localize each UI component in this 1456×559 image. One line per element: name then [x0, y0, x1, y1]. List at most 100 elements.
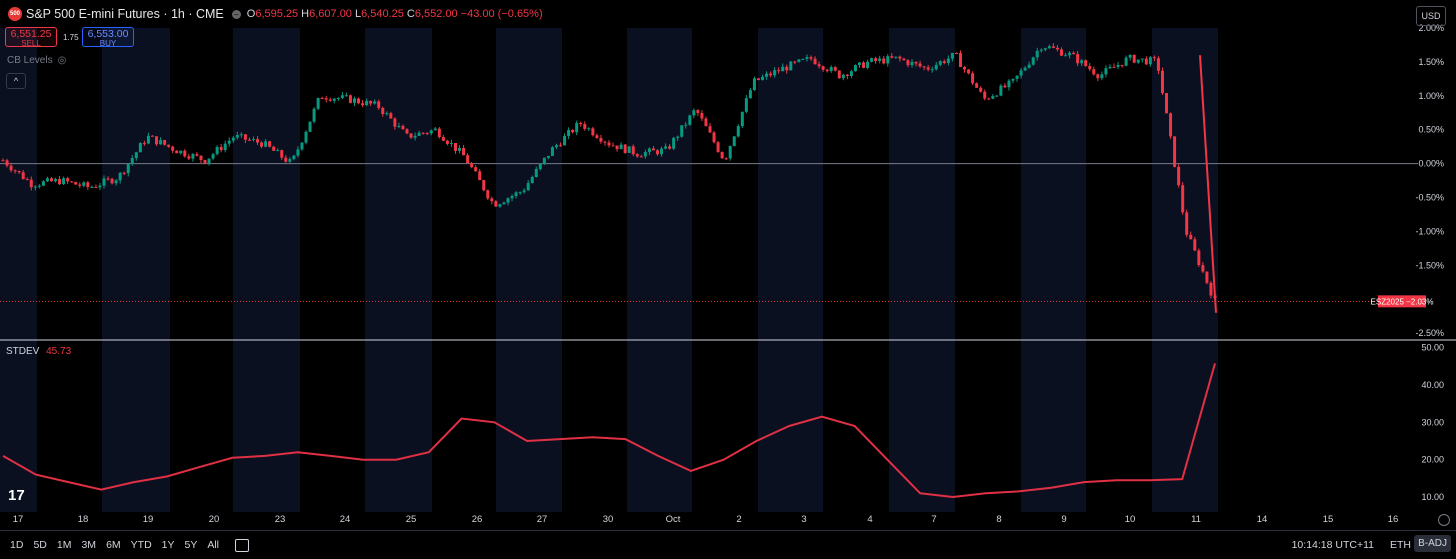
candle-body [365, 100, 369, 106]
back-adjust-toggle[interactable]: B-ADJ [1414, 535, 1451, 552]
candle-body [773, 70, 777, 76]
candle-body [720, 151, 724, 159]
candle-body [385, 113, 389, 115]
sell-price: 6,551.25 [10, 28, 52, 40]
candle-body [680, 125, 684, 137]
symbol-logo[interactable]: 500 [8, 7, 22, 21]
range-1m[interactable]: 1M [56, 539, 72, 551]
range-1d[interactable]: 1D [10, 539, 24, 551]
sell-button[interactable]: 6,551.25 SELL [5, 27, 57, 48]
candle-body [433, 128, 437, 131]
candle-body [571, 130, 575, 133]
candle-body [332, 98, 336, 101]
candle-body [1043, 48, 1047, 50]
candle-body [86, 182, 90, 188]
candle-body [187, 156, 191, 159]
candle-body [829, 67, 833, 72]
candle-body [716, 142, 720, 152]
calendar-icon[interactable] [235, 538, 250, 552]
buy-label: BUY [99, 39, 117, 48]
candle-body [268, 141, 272, 147]
candle-body [13, 170, 17, 172]
time-tick-label: 26 [472, 514, 483, 525]
candle-body [308, 121, 312, 132]
candle-body [752, 78, 756, 91]
candle-body [361, 103, 365, 106]
candle-body [732, 136, 736, 146]
stdev-line [2, 363, 1216, 499]
candle-body [821, 66, 825, 70]
candle-body [251, 139, 255, 141]
range-buttons: 1D 5D 1M 3M 6M YTD 1Y 5Y All [0, 539, 219, 551]
time-tick-label: 2 [736, 514, 741, 525]
candle-body [70, 181, 74, 183]
time-tick-label: 30 [603, 514, 614, 525]
candle-body [429, 130, 433, 134]
range-5y[interactable]: 5Y [184, 539, 198, 551]
candle-body [1132, 54, 1136, 63]
candle-body [357, 98, 361, 104]
session-toggle[interactable]: ETH [1390, 539, 1411, 551]
candle-body [1031, 57, 1035, 65]
candle-body [1055, 47, 1059, 50]
candle-body [175, 150, 179, 154]
range-ytd[interactable]: YTD [130, 539, 152, 551]
time-tick-label: 9 [1061, 514, 1066, 525]
candle-body [518, 192, 522, 194]
settings-gear-icon[interactable] [1438, 514, 1450, 526]
candle-body [62, 178, 66, 185]
candle-body [215, 146, 219, 155]
market-status-icon[interactable]: – [231, 9, 241, 19]
time-tick-label: 3 [801, 514, 806, 525]
candle-body [1124, 57, 1128, 66]
buy-button[interactable]: 6,553.00 BUY [82, 27, 134, 48]
price-tick-label: 0.00% [1418, 159, 1444, 169]
stdev-tick-label: 30.00 [1421, 417, 1444, 427]
candle-body [785, 66, 789, 71]
range-all[interactable]: All [207, 539, 220, 551]
clock[interactable]: 10:14:18 UTC+11 [1291, 539, 1374, 551]
candle-body [373, 101, 377, 104]
stdev-legend[interactable]: STDEV 45.73 [6, 346, 71, 357]
candle-body [502, 202, 506, 205]
candle-body [45, 178, 49, 182]
collapse-legend-button[interactable]: ^ [6, 73, 26, 89]
range-5d[interactable]: 5D [33, 539, 47, 551]
candle-body [235, 134, 239, 138]
price-tick-label: 2.00% [1418, 23, 1444, 33]
candle-body [688, 115, 692, 125]
candle-body [619, 144, 623, 150]
candle-body [627, 146, 631, 153]
price-tick-label: -1.00% [1415, 226, 1444, 236]
candle-body [1165, 93, 1169, 114]
range-3m[interactable]: 3M [81, 539, 97, 551]
stdev-tick-label: 10.00 [1421, 492, 1444, 502]
range-6m[interactable]: 6M [106, 539, 121, 551]
candle-body [874, 58, 878, 62]
stdev-tick-label: 50.00 [1421, 342, 1444, 352]
indicator-cb-levels[interactable]: CB Levels ◎ [7, 55, 66, 66]
candle-body [781, 66, 785, 72]
candle-body [1140, 58, 1144, 60]
candle-body [171, 146, 175, 151]
time-tick-label: 24 [340, 514, 351, 525]
currency-selector[interactable]: USD [1416, 6, 1446, 26]
candle-body [401, 125, 405, 130]
candle-body [207, 158, 211, 164]
candle-body [1128, 54, 1132, 58]
candle-body [922, 66, 926, 68]
symbol-title[interactable]: S&P 500 E-mini Futures · 1h · CME [26, 7, 224, 21]
candle-body [470, 163, 474, 168]
price-tick-label: 1.50% [1418, 57, 1444, 67]
tradingview-logo-icon[interactable]: 17 [8, 487, 25, 504]
candle-body [462, 147, 466, 156]
candle-body [910, 61, 914, 66]
candle-body [777, 70, 781, 72]
range-1y[interactable]: 1Y [161, 539, 175, 551]
candle-body [1160, 70, 1164, 94]
candle-body [1088, 66, 1092, 70]
candle-body [579, 122, 583, 125]
eye-hidden-icon[interactable]: ◎ [57, 55, 67, 66]
candle-body [1108, 66, 1112, 69]
